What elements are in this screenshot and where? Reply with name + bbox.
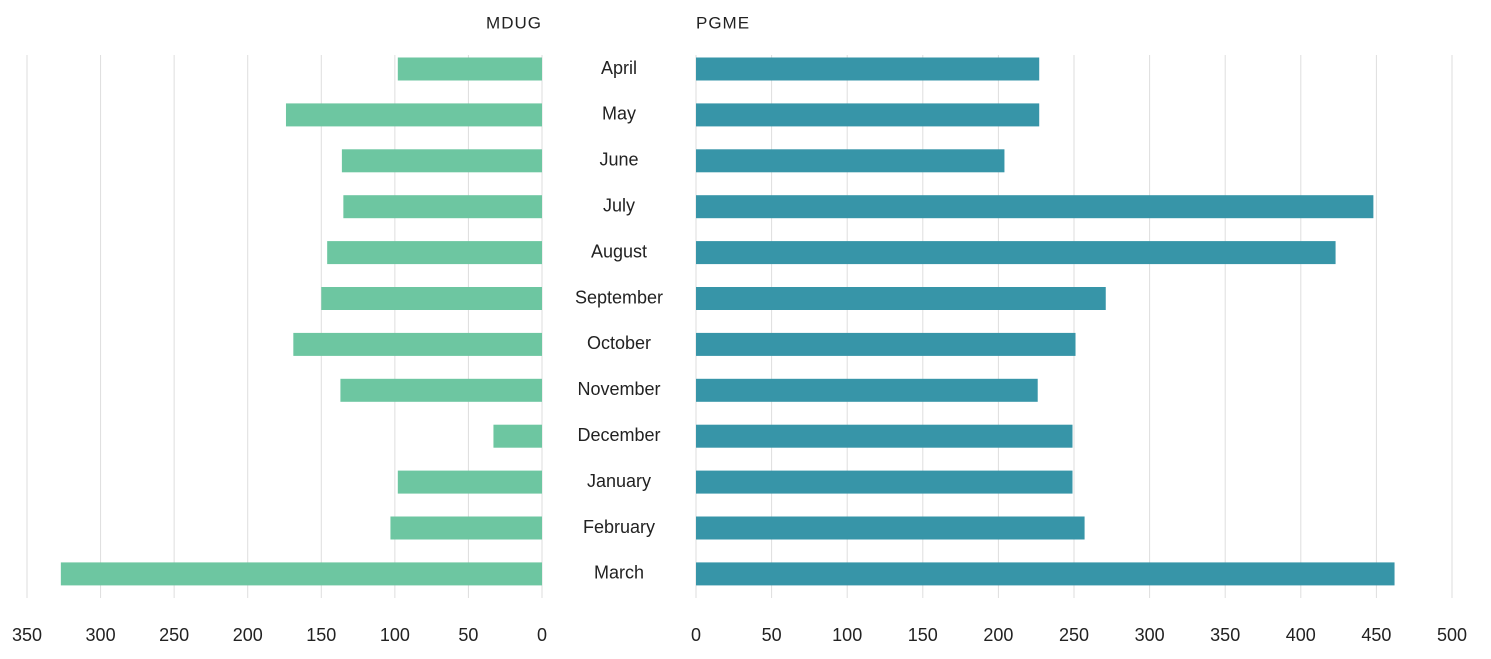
x-tick-label: 250 [159,625,189,645]
bar [321,287,542,310]
category-label: November [577,379,660,399]
bar [390,516,542,540]
x-tick-label: 350 [1210,625,1240,645]
category-label: October [587,333,651,353]
x-tick-label: 150 [306,625,336,645]
x-tick-label: 100 [380,625,410,645]
bar [696,424,1073,448]
bar [327,241,542,265]
x-tick-label: 0 [537,625,547,645]
x-tick-label: 50 [458,625,478,645]
bar [293,332,542,356]
x-tick-label: 250 [1059,625,1089,645]
bar [340,378,542,402]
bar [493,424,542,448]
category-label: May [602,104,636,124]
right-title: PGME [696,13,750,32]
bar [341,149,542,173]
bar [696,57,1040,81]
x-tick-label: 200 [233,625,263,645]
category-label: June [599,150,638,170]
bar [696,378,1038,402]
x-tick-label: 100 [832,625,862,645]
x-tick-label: 150 [908,625,938,645]
x-tick-label: 50 [762,625,782,645]
bar [285,103,542,127]
category-label: March [594,563,644,583]
x-tick-label: 300 [1135,625,1165,645]
bar [696,241,1336,265]
bar [696,149,1005,173]
left-title: MDUG [486,13,542,32]
bar [696,195,1374,219]
bar [397,57,542,81]
category-label: September [575,287,663,307]
category-label: December [577,425,660,445]
x-tick-label: 450 [1361,625,1391,645]
x-tick-label: 400 [1286,625,1316,645]
bar [397,470,542,494]
x-tick-label: 300 [86,625,116,645]
grid [26,55,1453,598]
x-tick-label: 200 [983,625,1013,645]
bar [343,195,542,219]
bar [696,470,1073,494]
category-label: August [591,241,647,261]
x-tick-label: 0 [691,625,701,645]
x-tick-label: 500 [1437,625,1467,645]
bar [696,516,1085,540]
category-label: January [587,471,651,491]
x-tick-label: 350 [12,625,42,645]
category-label: July [603,195,635,215]
category-label: April [601,58,637,78]
bar [60,562,542,586]
bar [696,332,1076,356]
bar [696,562,1395,586]
bar [696,103,1040,127]
bar [696,287,1106,310]
category-label: February [583,517,655,537]
